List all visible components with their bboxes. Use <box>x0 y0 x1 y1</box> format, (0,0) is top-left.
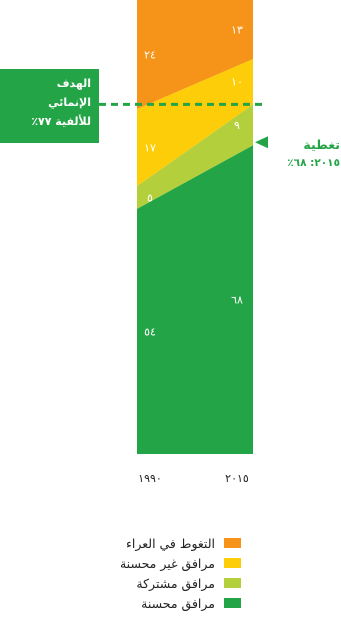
mdg-target-box: الهدف الإنمائي للألفية ٧٧٪ <box>0 69 99 143</box>
legend-label: التغوط في العراء <box>125 535 215 551</box>
mdg-target-line1: الهدف <box>56 77 91 90</box>
area-improved <box>137 145 253 454</box>
legend-item-shared: مرافق مشتركة <box>120 573 241 593</box>
mdg-target-line2: الإنمائي <box>48 96 91 109</box>
data-label-unimproved-1990: ١٧ <box>144 142 156 155</box>
mdg-target-line3: للألفية ٧٧٪ <box>31 115 91 128</box>
x-tick-label: ١٩٩٠ <box>138 472 162 485</box>
data-label-improved-2015: ٦٨ <box>231 294 243 307</box>
data-label-open-defecation-1990: ٢٤ <box>144 48 156 61</box>
area-shared <box>137 104 253 209</box>
legend-label: مرافق محسنة <box>141 595 215 611</box>
coverage-title: تغطية <box>303 137 340 152</box>
legend-swatch <box>224 578 241 588</box>
legend-label: مرافق غير محسنة <box>119 555 215 571</box>
legend-label: مرافق مشتركة <box>136 575 215 591</box>
area-unimproved <box>137 59 253 187</box>
area-open-defecation <box>137 0 253 109</box>
data-label-shared-2015: ٩ <box>234 119 240 132</box>
coverage-arrow-icon <box>255 136 268 149</box>
legend: التغوط في العراء مرافق غير محسنة مرافق م… <box>120 533 241 613</box>
data-label-unimproved-2015: ١٠ <box>231 76 243 89</box>
legend-swatch <box>224 538 241 548</box>
legend-item-unimproved: مرافق غير محسنة <box>120 553 241 573</box>
legend-item-open-defecation: التغوط في العراء <box>120 533 241 553</box>
coverage-annotation: تغطية ٢٠١٥: ٦٨٪ <box>270 136 340 172</box>
legend-item-improved: مرافق محسنة <box>120 593 241 613</box>
data-label-shared-1990: ٥ <box>147 191 153 204</box>
legend-swatch <box>224 558 241 568</box>
legend-swatch <box>224 598 241 608</box>
x-tick-label: ٢٠١٥ <box>225 472 249 485</box>
coverage-value: ٢٠١٥: ٦٨٪ <box>287 157 340 169</box>
data-label-open-defecation-2015: ١٣ <box>231 24 243 37</box>
data-label-improved-1990: ٥٤ <box>144 325 156 338</box>
